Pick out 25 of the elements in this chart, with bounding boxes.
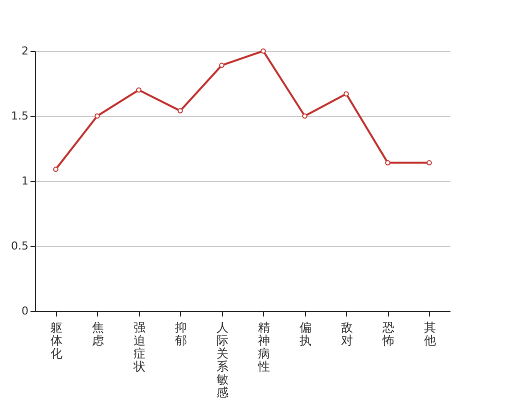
y-tick-label: 0 [22, 304, 28, 318]
x-tick-label: 躯体化 [50, 320, 62, 360]
x-tick-label: 精神病性 [256, 320, 270, 374]
x-tick-label: 强迫症状 [132, 320, 146, 374]
x-tick-label: 其他 [424, 320, 436, 348]
point [344, 91, 349, 97]
x-tick-label: 抑郁 [174, 320, 187, 348]
y-tick-label: 1.5 [11, 110, 28, 122]
y-tick-label: 0.5 [11, 240, 28, 252]
point [385, 160, 390, 166]
y-tick-label: 2 [22, 44, 28, 58]
x-tick-label: 恐怖 [381, 320, 394, 348]
x-tick-label: 敌对 [340, 320, 353, 348]
point [219, 62, 224, 68]
x-tick-label: 人际关系敏感 [216, 320, 228, 400]
point [136, 87, 142, 93]
point [178, 108, 183, 114]
point [302, 113, 308, 119]
point [53, 166, 58, 172]
x-tick-label: 偏执 [299, 320, 312, 348]
y-tick-label: 1 [22, 174, 28, 188]
point [426, 160, 432, 166]
x-tick-label: 焦虑 [92, 320, 104, 348]
point [260, 48, 266, 54]
point [94, 113, 100, 119]
